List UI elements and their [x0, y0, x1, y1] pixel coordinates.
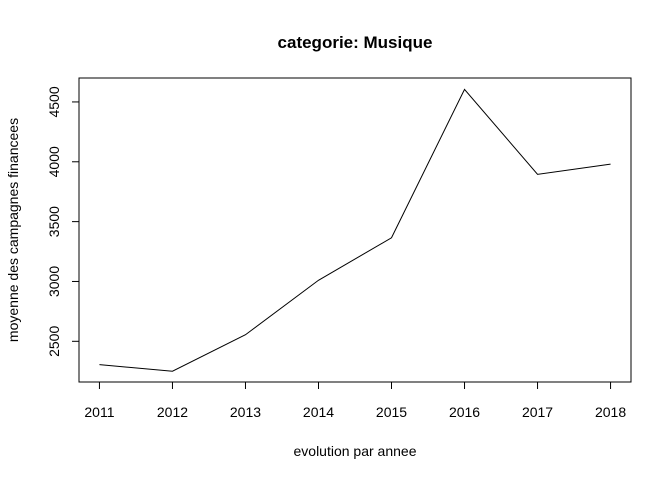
y-tick-label: 3500 [46, 206, 62, 237]
series-line [99, 88, 611, 372]
y-tick-label: 4500 [46, 86, 62, 117]
y-tick-label: 4000 [46, 146, 62, 177]
x-tick-label: 2013 [230, 404, 261, 420]
x-tick-label: 2012 [157, 404, 188, 420]
x-tick-label: 2014 [303, 404, 334, 420]
x-tick-label: 2015 [376, 404, 407, 420]
y-axis-label: moyenne des campagnes financees [5, 118, 21, 342]
x-tick-label: 2017 [522, 404, 553, 420]
y-tick-label: 2500 [46, 326, 62, 357]
chart-title: categorie: Musique [278, 33, 433, 52]
x-tick-label: 2018 [595, 404, 626, 420]
y-axis: 2500 3000 3500 4000 4500 [46, 86, 80, 357]
plot-frame [78, 77, 632, 383]
x-axis: 2011 2012 2013 2014 2015 2016 2017 2018 [84, 381, 626, 420]
series-layer [99, 88, 611, 372]
x-tick-label: 2016 [449, 404, 480, 420]
y-tick-label: 3000 [46, 266, 62, 297]
x-tick-label: 2011 [84, 404, 114, 420]
x-axis-label: evolution par annee [294, 443, 417, 459]
